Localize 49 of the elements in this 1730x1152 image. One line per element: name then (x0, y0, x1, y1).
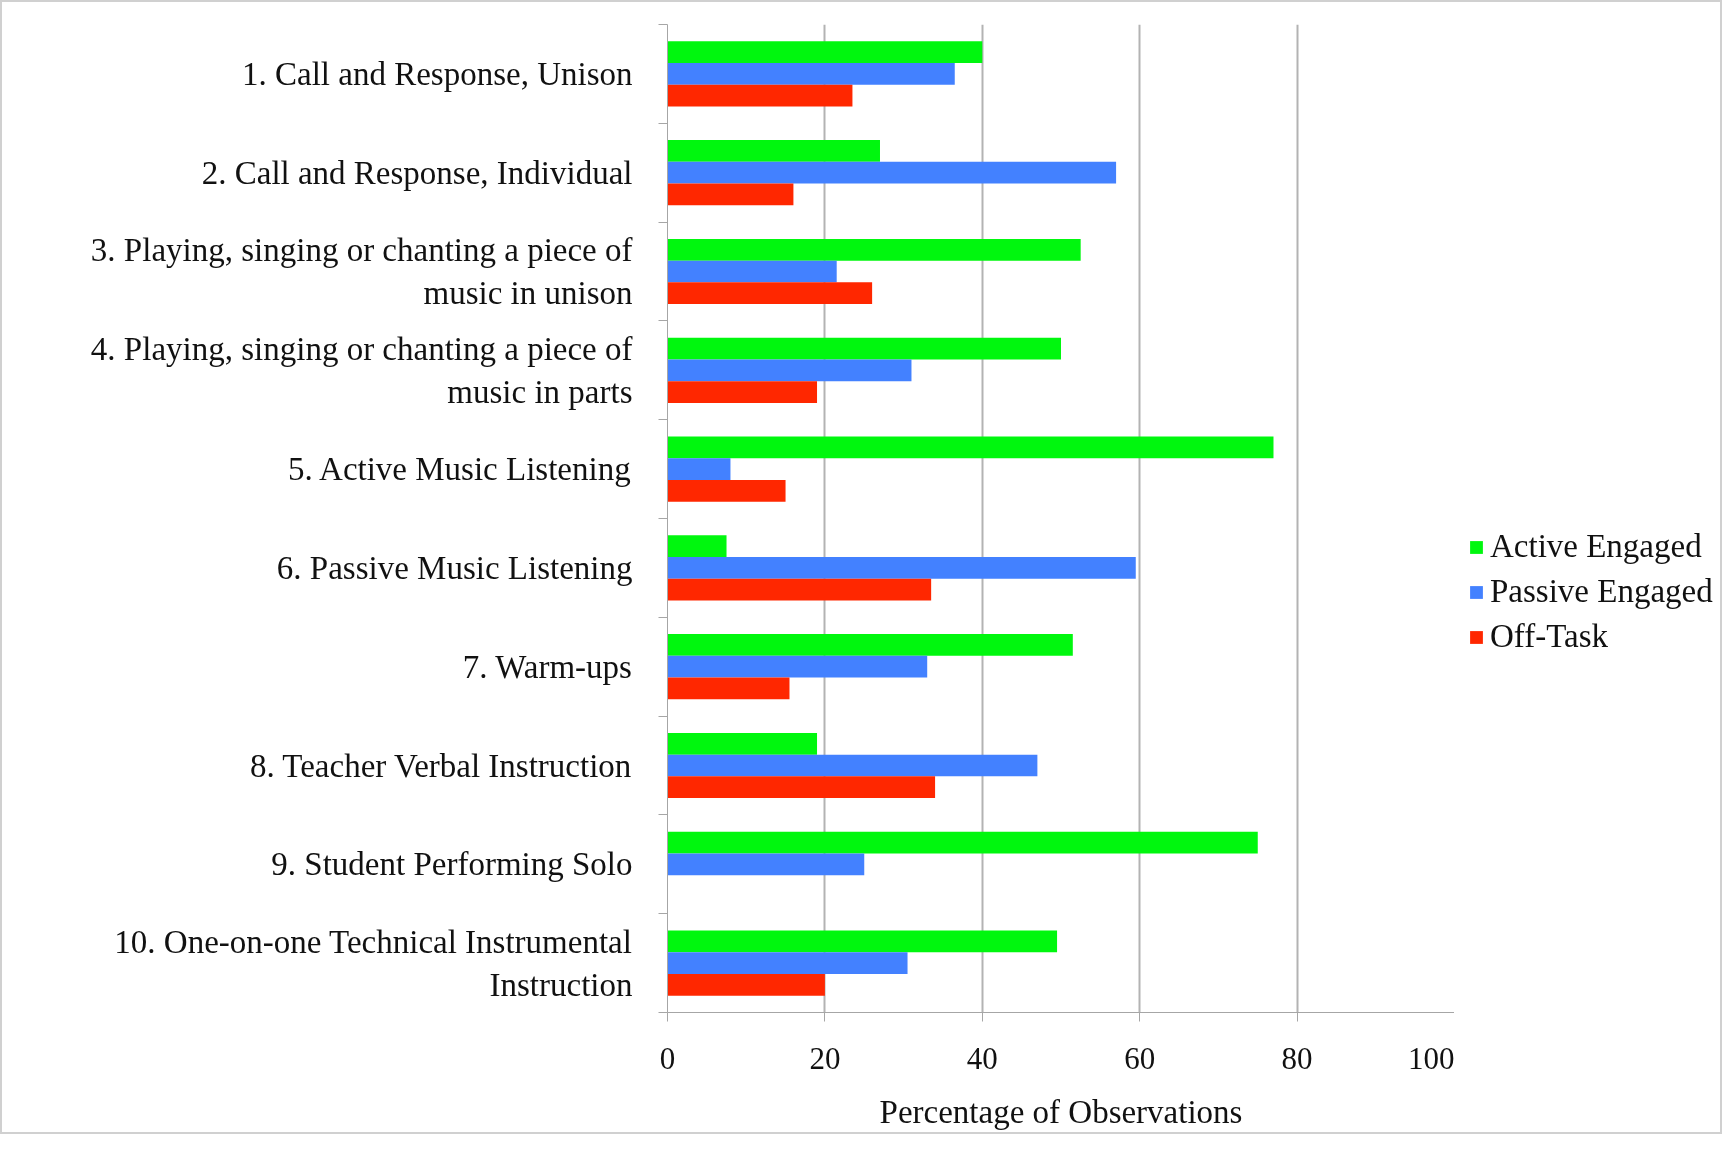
x-tick-label: 60 (1124, 1040, 1156, 1076)
y-tick-label: 1. Call and Response, Unison (242, 55, 633, 92)
bar (667, 535, 727, 558)
x-tick-label: 20 (809, 1040, 841, 1076)
bar (667, 238, 1081, 261)
legend-label: Off-Task (1490, 618, 1609, 655)
bar (667, 140, 880, 162)
legend-label: Active Engaged (1490, 528, 1702, 565)
bar (667, 754, 1038, 777)
bar (667, 776, 936, 799)
y-tick-label: 6. Passive Music Listening (276, 549, 633, 586)
bar (667, 655, 928, 678)
y-tick-label: 8. Teacher Verbal Instruction (249, 747, 632, 784)
bar (667, 260, 837, 283)
bar (667, 973, 825, 996)
y-tick-label: 4. Playing, singing or chanting a piece of music in parts (90, 330, 633, 410)
bar (667, 359, 912, 382)
bar (667, 458, 731, 480)
y-tick-label: 7. Warm-ups (462, 648, 632, 685)
bar (667, 557, 1136, 579)
y-tick-label: 5. Active Music Listening (287, 451, 631, 488)
bar (667, 183, 794, 206)
bar (667, 853, 865, 876)
bar (667, 479, 786, 502)
y-tick-label: 10. One-on-one Technical Instrumental Instruction (114, 923, 633, 1003)
bar (667, 63, 955, 85)
y-tick-label: 9. Student Performing Solo (271, 846, 633, 883)
x-tick-label: 0 (659, 1040, 676, 1076)
bar (667, 831, 1258, 854)
bar (667, 578, 932, 601)
bar (667, 282, 873, 305)
bar (667, 732, 818, 755)
bar (667, 337, 1061, 360)
bar (667, 436, 1274, 459)
x-tick-label: 100 (1408, 1040, 1455, 1076)
y-tick-label: 2. Call and Response, Individual (201, 154, 633, 191)
bar (667, 634, 1073, 656)
x-axis-title: Percentage of Observations (879, 1093, 1243, 1130)
bar (667, 677, 790, 700)
bar (667, 161, 1117, 184)
legend-label: Passive Engaged (1490, 573, 1713, 610)
bar (667, 84, 853, 107)
x-tick-label: 40 (966, 1040, 998, 1076)
bar (667, 381, 818, 403)
y-tick-label: 3. Playing, singing or chanting a piece of music in unison (90, 231, 633, 312)
bar (667, 952, 908, 974)
x-tick-label: 80 (1281, 1040, 1313, 1076)
bar (667, 41, 983, 64)
bar (667, 930, 1058, 953)
